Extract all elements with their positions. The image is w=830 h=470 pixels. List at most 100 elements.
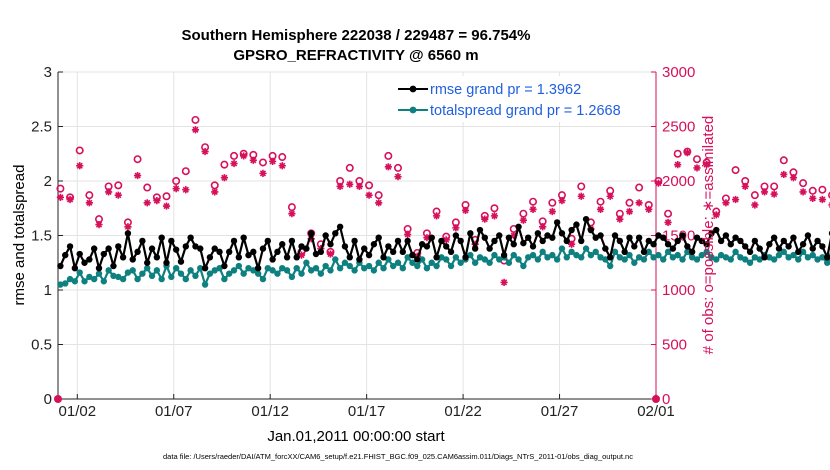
totalspread-point [361, 265, 368, 272]
x-tick-label: 02/01 [637, 403, 675, 420]
possible-obs-marker [808, 186, 817, 195]
y-right-tick-label: 500 [662, 337, 687, 354]
possible-obs-marker [258, 158, 267, 167]
rmse-point [254, 265, 262, 272]
rmse-point [795, 248, 802, 256]
totalspread-point [438, 254, 445, 261]
totalspread-point [269, 267, 276, 274]
totalspread-point [66, 275, 74, 283]
totalspread-point [679, 256, 686, 263]
rmse-point [558, 230, 566, 237]
rmse-point [279, 241, 286, 248]
assimilated-obs-marker [751, 201, 759, 209]
rmse-point [539, 237, 546, 245]
y-right-tick-label: 0 [662, 391, 670, 408]
assimilated-obs-marker [596, 205, 605, 213]
rmse-point [592, 234, 599, 241]
totalspread-point [664, 248, 672, 256]
totalspread-point [380, 265, 387, 272]
rmse-point [698, 237, 706, 245]
assimilated-obs-marker [510, 231, 518, 240]
possible-obs-marker [828, 191, 830, 199]
totalspread-point [804, 254, 812, 261]
rmse-point [187, 234, 194, 241]
assimilated-obs-marker [240, 152, 248, 160]
assimilated-obs-marker [577, 192, 585, 200]
totalspread-point [279, 265, 286, 272]
rmse-point [790, 234, 797, 241]
rmse-point [476, 226, 484, 234]
rmse-point [486, 245, 493, 252]
totalspread-point [144, 265, 151, 272]
totalspread-point [660, 256, 667, 263]
rmse-point [640, 248, 648, 256]
rmse-point [245, 251, 252, 259]
totalspread-point [650, 254, 657, 261]
series-totalspread [57, 245, 830, 288]
y-left-tick-label: 1.5 [31, 228, 52, 245]
assimilated-obs-marker [616, 215, 624, 223]
assimilated-obs-marker [461, 206, 470, 215]
totalspread-point [515, 256, 522, 263]
totalspread-point [510, 251, 517, 259]
assimilated-obs-marker [674, 161, 682, 169]
totalspread-point [351, 267, 358, 274]
rmse-point [139, 237, 146, 245]
assimilated-obs-marker [519, 216, 527, 224]
totalspread-point [476, 254, 484, 261]
rmse-point [230, 237, 238, 245]
rmse-point [115, 243, 122, 250]
totalspread-point [375, 259, 382, 266]
rmse-point [303, 245, 310, 252]
totalspread-point [254, 270, 262, 277]
rmse-point [375, 234, 382, 241]
rmse-point [587, 226, 595, 234]
rmse-point [597, 232, 604, 239]
assimilated-obs-marker [558, 197, 566, 205]
totalspread-point [626, 251, 633, 259]
totalspread-point [790, 251, 797, 259]
possible-obs-marker [548, 198, 557, 207]
rmse-point [307, 230, 315, 237]
rmse-point [298, 243, 305, 250]
totalspread-point [187, 267, 194, 274]
assimilated-obs-marker [326, 250, 335, 258]
y-right-tick-label: 2000 [662, 173, 695, 190]
rmse-point [394, 237, 402, 245]
rmse-point [462, 254, 469, 261]
assimilated-obs-marker [818, 195, 826, 204]
rmse-point [327, 241, 334, 248]
totalspread-point [226, 270, 233, 277]
rmse-point [626, 234, 633, 241]
totalspread-point [611, 248, 619, 256]
assimilated-obs-marker [423, 234, 431, 242]
assimilated-obs-marker [664, 218, 672, 227]
totalspread-point [303, 259, 310, 266]
rmse-point [105, 245, 112, 252]
rmse-point [134, 248, 141, 256]
assimilated-obs-marker [114, 191, 122, 199]
assimilated-obs-marker [789, 174, 798, 182]
rmse-point [288, 237, 296, 245]
rmse-point [520, 239, 527, 247]
rmse-point [713, 226, 720, 234]
assimilated-obs-marker [442, 236, 450, 244]
assimilated-obs-marker [201, 147, 209, 156]
totalspread-point [693, 256, 701, 263]
totalspread-point [245, 265, 252, 272]
assimilated-obs-marker [394, 173, 402, 181]
rmse-point [814, 237, 821, 245]
possible-obs-marker [220, 160, 229, 169]
totalspread-point [423, 265, 431, 272]
assimilated-obs-marker [654, 179, 663, 187]
legend-rmse-marker [409, 85, 417, 93]
y-right-tick-label: 2500 [662, 119, 695, 136]
totalspread-point [385, 256, 392, 263]
legend-entry-totalspread: totalspread grand pr = 1.2668 [398, 103, 621, 119]
totalspread-point [90, 275, 98, 283]
possible-obs-marker [365, 181, 374, 190]
possible-obs-marker [799, 179, 808, 188]
assimilated-obs-marker [56, 193, 65, 201]
rmse-point [226, 248, 233, 256]
assimilated-obs-marker [124, 223, 132, 231]
